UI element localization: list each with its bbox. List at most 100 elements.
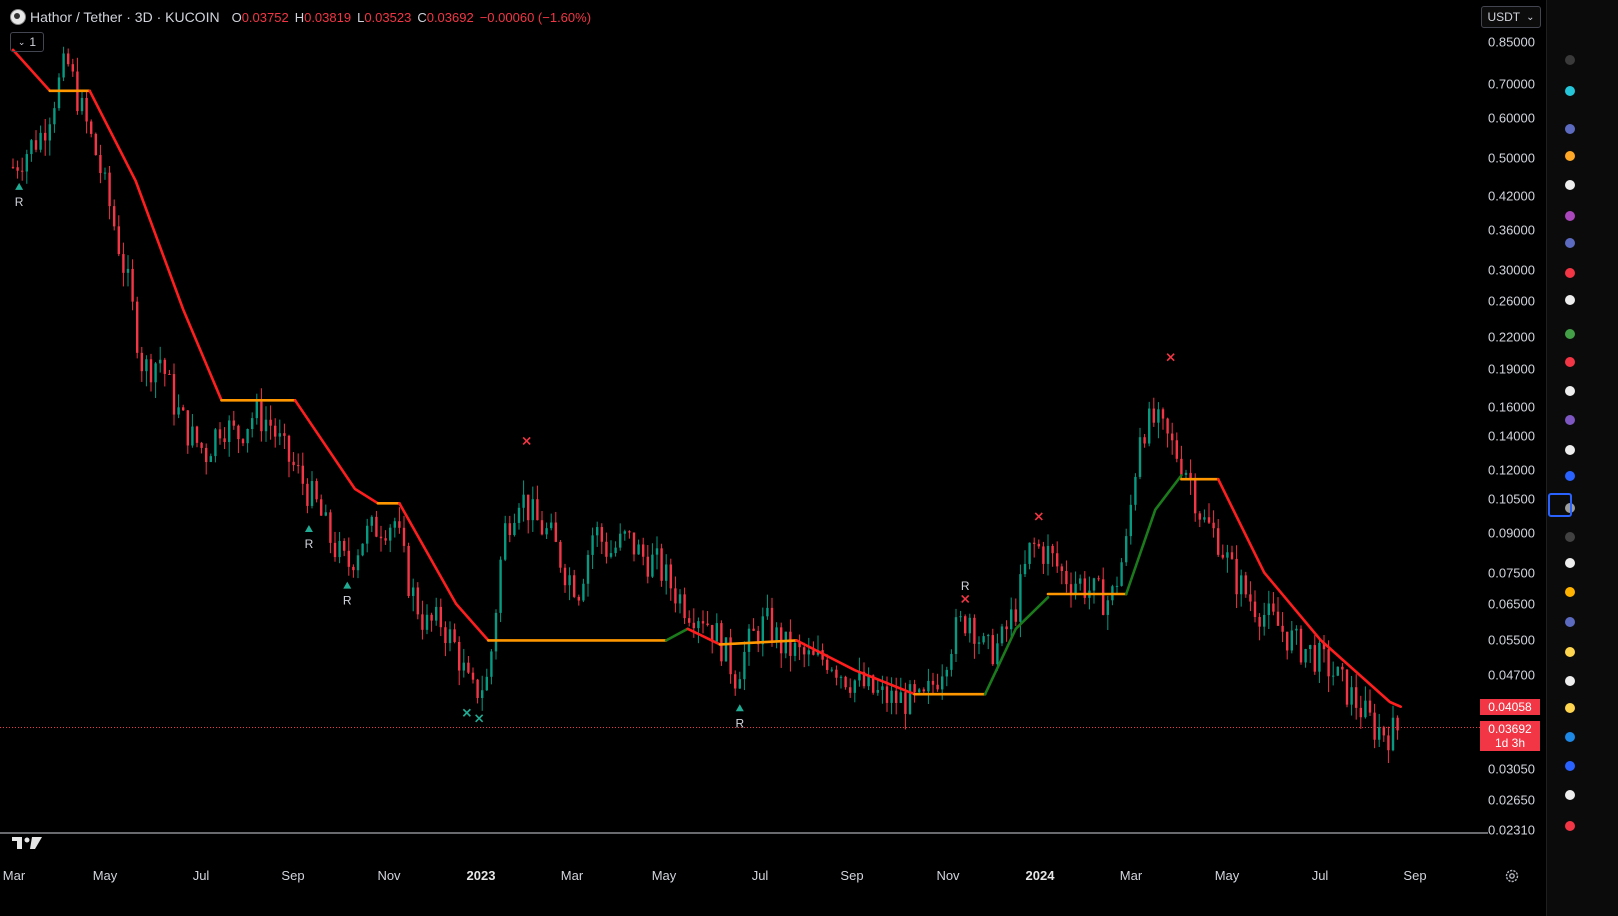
- watchlist-symbol-icon[interactable]: [1565, 445, 1575, 455]
- candle-body: [255, 401, 258, 419]
- watchlist-symbol-icon[interactable]: [1565, 329, 1575, 339]
- candle-body: [646, 556, 649, 577]
- hathor-logo-icon: [10, 9, 26, 25]
- watchlist-symbol-icon[interactable]: [1565, 180, 1575, 190]
- watchlist-symbol-icon[interactable]: [1565, 295, 1575, 305]
- tradingview-logo-icon[interactable]: [10, 835, 44, 851]
- ohlc-values: O0.03752 H0.03819 L0.03523 C0.03692 −0.0…: [232, 10, 591, 25]
- candle-body: [853, 680, 856, 693]
- watchlist-symbol-icon[interactable]: [1565, 558, 1575, 568]
- candle-body: [1092, 578, 1096, 591]
- candle-body: [766, 607, 769, 617]
- price-tick-label: 0.36000: [1488, 222, 1535, 238]
- price-chart[interactable]: R R R R R: [0, 0, 1546, 860]
- indicator-collapse-button[interactable]: ⌄ 1: [10, 32, 44, 52]
- candle-body: [1023, 563, 1027, 575]
- watchlist-symbol-icon[interactable]: [1565, 532, 1575, 542]
- signal-label: R: [343, 594, 352, 608]
- supertrend-down-segment: [398, 502, 490, 642]
- cross-signal-marker: [475, 714, 484, 723]
- candle-body: [614, 547, 617, 554]
- candle-body: [554, 522, 557, 542]
- candle-body: [1102, 579, 1105, 615]
- watchlist-symbol-icon[interactable]: [1565, 821, 1575, 831]
- watchlist-symbol-icon[interactable]: [1565, 124, 1575, 134]
- watchlist-symbol-icon[interactable]: [1565, 647, 1575, 657]
- candle-body: [531, 499, 534, 521]
- candle-body: [770, 607, 774, 643]
- open-value: 0.03752: [241, 9, 289, 25]
- candle-body: [425, 614, 429, 630]
- supertrend-up-segment: [983, 596, 1050, 696]
- candle-body: [186, 410, 189, 446]
- chart-plot-area[interactable]: R R R R R: [0, 0, 1530, 860]
- candle-body: [895, 690, 898, 703]
- candle-body: [103, 172, 107, 174]
- supertrend-up-segment: [664, 627, 689, 642]
- watchlist-symbol-icon[interactable]: [1565, 617, 1575, 627]
- candle-body: [370, 516, 373, 526]
- candle-body: [439, 606, 442, 628]
- candle-body: [692, 622, 695, 629]
- candle-body: [260, 401, 263, 432]
- watchlist-symbol-icon[interactable]: [1565, 703, 1575, 713]
- buy-signal-triangle: [343, 581, 352, 589]
- candle-body: [724, 637, 728, 662]
- right-watchlist-strip[interactable]: [1546, 0, 1618, 916]
- gear-icon[interactable]: [1504, 868, 1520, 884]
- candle-body: [241, 439, 245, 444]
- time-tick-label: Sep: [281, 868, 305, 883]
- watchlist-symbol-icon[interactable]: [1565, 211, 1575, 221]
- candle-body: [899, 692, 902, 703]
- watchlist-symbol-icon[interactable]: [1565, 676, 1575, 686]
- price-tick-label: 0.16000: [1488, 399, 1535, 415]
- buy-signal-triangle: [304, 524, 313, 532]
- selected-watchlist-item[interactable]: [1548, 493, 1572, 517]
- candle-body: [163, 359, 166, 374]
- candle-body: [1350, 687, 1353, 705]
- symbol-title[interactable]: Hathor / Tether · 3D · KUCOIN: [30, 9, 220, 25]
- supertrend-down-segment: [88, 89, 223, 402]
- watchlist-symbol-icon[interactable]: [1565, 732, 1575, 742]
- candle-body: [467, 662, 470, 673]
- watchlist-symbol-icon[interactable]: [1565, 761, 1575, 771]
- candle-body: [237, 425, 240, 440]
- candle-body: [826, 659, 829, 670]
- currency-selector[interactable]: USDT ⌄: [1481, 6, 1541, 28]
- last-price-value: 0.03692: [1488, 722, 1532, 736]
- watchlist-symbol-icon[interactable]: [1565, 357, 1575, 367]
- candle-body: [885, 686, 889, 703]
- watchlist-symbol-icon[interactable]: [1565, 55, 1575, 65]
- candle-body: [145, 359, 148, 372]
- watchlist-symbol-icon[interactable]: [1565, 471, 1575, 481]
- watchlist-symbol-icon[interactable]: [1565, 86, 1575, 96]
- candle-body: [536, 499, 539, 521]
- candle-body: [149, 359, 153, 383]
- candle-body: [99, 155, 102, 174]
- candle-body: [361, 543, 364, 556]
- candle-body: [1253, 601, 1257, 618]
- candle-body: [927, 680, 930, 692]
- price-tick-label: 0.19000: [1488, 361, 1535, 377]
- watchlist-symbol-icon[interactable]: [1565, 238, 1575, 248]
- watchlist-symbol-icon[interactable]: [1565, 790, 1575, 800]
- watchlist-symbol-icon[interactable]: [1565, 151, 1575, 161]
- candle-body: [246, 429, 249, 444]
- cross-signal-marker: [462, 708, 471, 717]
- candle-body: [1000, 626, 1004, 644]
- candle-body: [904, 692, 907, 714]
- candle-body: [223, 438, 226, 443]
- candle-body: [1249, 594, 1252, 602]
- price-tick-label: 0.14000: [1488, 428, 1535, 444]
- cross-signal-marker: [1166, 353, 1175, 362]
- candle-body: [11, 166, 15, 168]
- candle-body: [1327, 649, 1330, 677]
- watchlist-symbol-icon[interactable]: [1565, 415, 1575, 425]
- candle-body: [1373, 712, 1376, 740]
- candle-body: [458, 641, 461, 671]
- watchlist-symbol-icon[interactable]: [1565, 386, 1575, 396]
- candle-body: [1240, 575, 1243, 595]
- watchlist-symbol-icon[interactable]: [1565, 587, 1575, 597]
- watchlist-symbol-icon[interactable]: [1565, 268, 1575, 278]
- candle-body: [1332, 675, 1335, 677]
